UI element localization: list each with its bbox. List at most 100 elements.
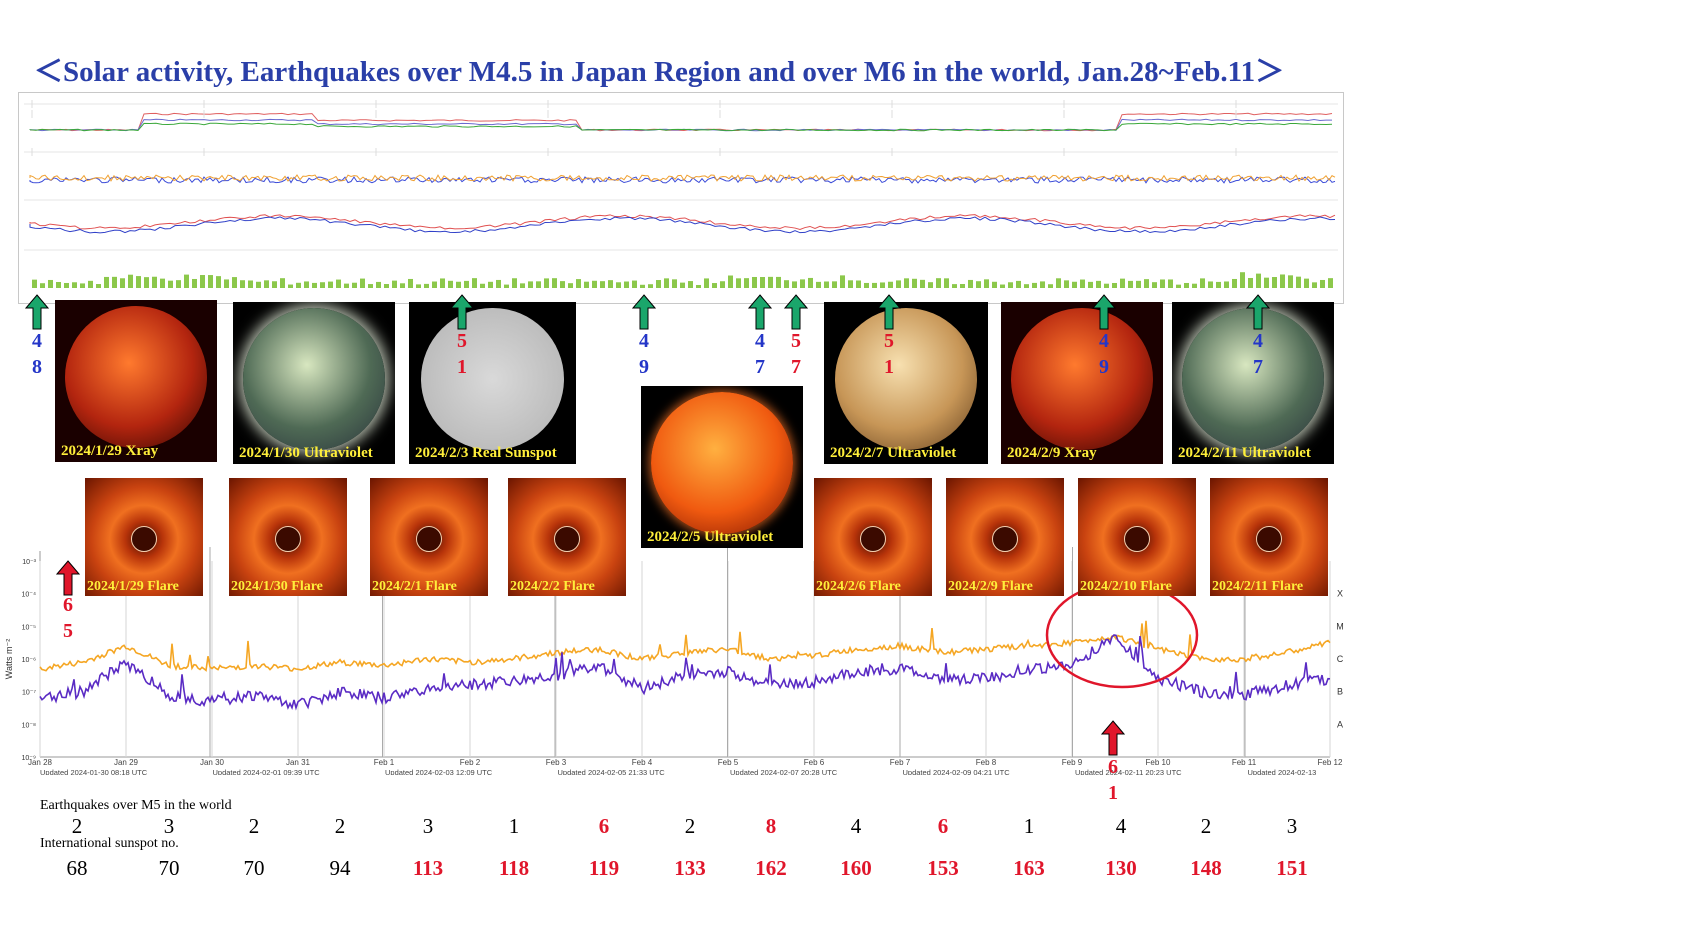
flare-image-label: 2024/1/29 Flare [87,579,179,594]
occulter-disc [860,526,886,552]
magnitude-digit: 7 [1253,356,1263,378]
x-tick-label: Jan 29 [114,758,139,767]
updated-label: Updated 2024-02-01 09:39 UTC [213,768,321,775]
stat-value: 2 [71,814,83,838]
flare-class-label: X [1337,589,1343,599]
stat-value: 113 [412,856,444,880]
magnitude-digit: 4 [1253,330,1263,352]
flare-class-label: B [1337,687,1343,697]
x-tick-label: Feb 4 [632,758,653,767]
solar-image-label: 2024/2/11 Ultraviolet [1178,445,1311,461]
solar-image-label: 2024/1/30 Ultraviolet [239,445,373,461]
y-tick-label: 10⁻⁹ [22,755,36,762]
stat-value: 6 [937,814,949,838]
series-long-line [39,620,1331,672]
x-tick-label: Feb 8 [976,758,997,767]
flare-image-label: 2024/2/1 Flare [372,579,457,594]
stat-value: 133 [674,856,706,880]
flare-image-label: 2024/2/6 Flare [816,579,901,594]
magnitude-digit: 5 [791,330,801,352]
x-tick-label: Jan 30 [200,758,225,767]
stat-value: 160 [840,856,872,880]
magnitude-digit: 7 [791,356,801,378]
updated-label: Updated 2024-02-03 12:09 UTC [385,768,493,775]
flare-image-tile: 2024/1/30 Flare [229,478,347,596]
flare-image-tile: 2024/2/2 Flare [508,478,626,596]
y-tick-label: 10⁻⁸ [22,722,36,729]
x-tick-label: Feb 3 [546,758,567,767]
sun-disc [242,307,386,451]
flare-image-tile: 2024/2/1 Flare [370,478,488,596]
arrow-up-icon [1101,720,1125,756]
stat-value: 153 [927,856,959,880]
flare-class-label: M [1336,621,1344,631]
magnitude-digit: 1 [457,356,467,378]
solar-image-label: 2024/2/3 Real Sunspot [415,445,557,461]
flare-image-tile: 2024/2/9 Flare [946,478,1064,596]
y-tick-label: 10⁻³ [22,559,36,566]
updated-label: Updated 2024-02-07 20:28 UTC [730,768,838,775]
arrow-up-icon [784,294,808,330]
stat-value: 4 [850,814,862,838]
magnitude-digit: 4 [1099,330,1109,352]
x-tick-label: Feb 12 [1318,758,1343,767]
solar-image-tile: 2024/1/29 Xray [55,300,217,462]
stat-value: 151 [1276,856,1308,880]
magnitude-digit: 1 [1108,782,1118,804]
arrow-up-icon [877,294,901,330]
solar-image-label: 2024/1/29 Xray [61,443,159,459]
space-weather-panels [18,92,1344,304]
solar-image-label: 2024/2/5 Ultraviolet [647,529,774,545]
stat-value: 130 [1105,856,1137,880]
magnitude-digit: 8 [32,356,42,378]
solar-image-tile: 2024/2/11 Ultraviolet [1172,302,1334,464]
stat-value: 1 [1023,814,1035,838]
solar-image-tile: 2024/2/9 Xray [1001,302,1163,464]
stat-value: 163 [1013,856,1045,880]
sun-disc [1181,307,1325,451]
x-tick-label: Feb 10 [1146,758,1171,767]
sun-disc [1010,307,1154,451]
solar-image-label: 2024/2/9 Xray [1007,445,1097,461]
magnitude-digit: 9 [639,356,649,378]
flare-image-label: 2024/2/9 Flare [948,579,1033,594]
arrow-up-icon [56,560,80,596]
x-tick-label: Jan 31 [286,758,311,767]
stat-value: 3 [163,814,175,838]
arrow-up-icon [748,294,772,330]
arrow-up-icon [25,294,49,330]
stat-value: 70 [243,856,265,880]
stat-value: 2 [334,814,346,838]
stat-value: 94 [329,856,351,880]
stat-value: 119 [588,856,620,880]
y-tick-label: 10⁻⁵ [22,624,36,631]
flare-image-label: 2024/2/10 Flare [1080,579,1172,594]
sun-disc [834,307,978,451]
stat-value: 70 [158,856,180,880]
magnitude-digit: 5 [63,620,73,642]
magnitude-digit: 7 [755,356,765,378]
flare-image-tile: 2024/2/10 Flare [1078,478,1196,596]
arrow-up-icon [450,294,474,330]
world-quake-row-label: Earthquakes over M5 in the world [40,798,232,813]
magnitude-digit: 4 [32,330,42,352]
stat-value: 4 [1115,814,1127,838]
goes-xray-chart: Watts m⁻² 10⁻³ 10⁻⁴ 10⁻⁵ 10⁻⁶ 10⁻⁷ 10⁻⁸ 10⁻⁹ X M C… [4,547,1344,775]
solar-image-tile: 2024/2/5 Ultraviolet [641,386,803,548]
magnitude-digit: 9 [1099,356,1109,378]
solar-image-tile: 2024/1/30 Ultraviolet [233,302,395,464]
sun-disc [650,391,794,535]
stat-value: 8 [765,814,777,838]
stat-value: 3 [1286,814,1298,838]
x-tick-label: Feb 2 [460,758,481,767]
x-tick-label: Feb 9 [1062,758,1083,767]
updated-label: Updated 2024-02-05 21:33 UTC [558,768,666,775]
solar-image-tile: 2024/2/7 Ultraviolet [824,302,988,464]
stat-value: 148 [1190,856,1222,880]
magnitude-digit: 4 [755,330,765,352]
x-tick-label: Feb 1 [374,758,395,767]
series-short-line [39,634,1331,711]
magnitude-digit: 6 [1108,756,1118,778]
arrow-up-icon [1092,294,1116,330]
y-axis-label: Watts m⁻² [4,639,14,679]
